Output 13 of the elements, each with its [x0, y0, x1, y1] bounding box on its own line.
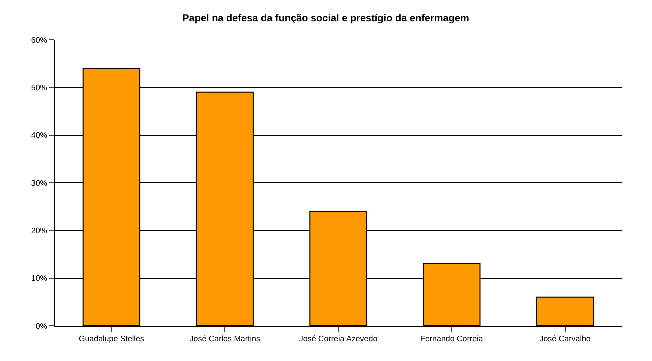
x-tick-label: José Carlos Martins	[190, 334, 260, 344]
y-tick-label: 0%	[36, 322, 48, 331]
chart-title: Papel na defesa da função social e prestígio da enfermagem	[182, 13, 470, 24]
x-tick-label: José Carvalho	[540, 334, 592, 344]
y-tick-label: 30%	[31, 178, 48, 188]
x-tick-label: Guadalupe Stelles	[79, 334, 144, 344]
y-tick-label: 50%	[31, 83, 48, 92]
x-tick-label: Fernando Correia	[420, 334, 484, 344]
y-tick-label: 20%	[31, 226, 48, 236]
x-tick-label: José Correia Azevedo	[299, 334, 378, 344]
y-tick-label: 60%	[31, 36, 48, 45]
y-tick-label: 40%	[31, 131, 48, 140]
y-tick-label: 10%	[31, 274, 48, 284]
